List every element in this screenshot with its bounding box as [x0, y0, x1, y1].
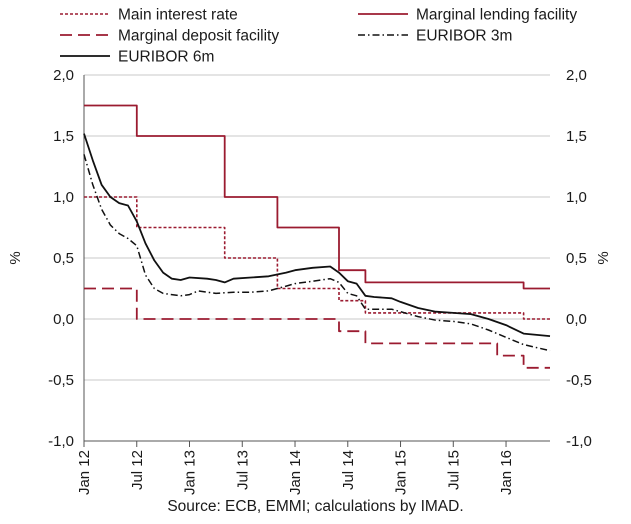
- x-axis: Jan 12 Jul 12 Jan 13 Jul 13 Jan 14 Jul 14 Jan …: [76, 441, 515, 495]
- y-tick-label-right: 2,0: [566, 67, 587, 84]
- legend-label: EURIBOR 6m: [118, 49, 214, 66]
- y-tick-label-right: 1,0: [566, 189, 587, 206]
- y-tick-label-right: -1,0: [566, 433, 592, 450]
- y-tick-label-right: 0,5: [566, 250, 587, 267]
- legend-label: EURIBOR 3m: [416, 28, 512, 45]
- x-tick-label: Jan 16: [498, 450, 515, 495]
- y-axis-label-left: %: [7, 251, 24, 264]
- series-line-marginal-deposit-facility: [84, 287, 550, 369]
- y-tick-label-right: -0,5: [566, 372, 592, 389]
- series-line-euribor-3m: [83, 154, 551, 352]
- interest-rates-chart: 2,0 1,5 1,0 0,5 0,0 -0,5 -1,0 2,0 1,5 1,0 0,5 0,0 -…: [7, 7, 612, 496]
- series-line-main-interest-rate: [84, 196, 550, 320]
- y-tick-label-left: -0,5: [48, 372, 74, 389]
- legend-label: Marginal lending facility: [416, 7, 577, 24]
- y-tick-label-left: 2,0: [53, 67, 74, 84]
- y-axis-label-right: %: [595, 251, 612, 264]
- x-tick-label: Jul 12: [129, 450, 146, 490]
- series-lines: [83, 104, 551, 369]
- legend: Main interest rate Marginal lending facil…: [60, 7, 577, 66]
- y-tick-label-left: 1,5: [53, 128, 74, 145]
- y-tick-label-left: 0,5: [53, 250, 74, 267]
- x-tick-label: Jul 15: [445, 450, 462, 490]
- x-tick-label: Jan 13: [182, 450, 199, 495]
- series-line-marginal-lending-facility: [84, 104, 550, 290]
- y-tick-label-left: 0,0: [53, 311, 74, 328]
- series-line-euribor-6m: [83, 133, 551, 337]
- y-tick-label-left: 1,0: [53, 189, 74, 206]
- x-tick-label: Jul 14: [340, 450, 357, 490]
- y-tick-label-right: 0,0: [566, 311, 587, 328]
- y-tick-label-left: -1,0: [48, 433, 74, 450]
- x-tick-label: Jan 12: [76, 450, 93, 495]
- x-tick-label: Jul 13: [234, 450, 251, 490]
- y-axis-left: 2,0 1,5 1,0 0,5 0,0 -0,5 -1,0: [48, 67, 74, 450]
- source-note: Source: ECB, EMMI; calculations by IMAD.: [167, 498, 464, 515]
- legend-label: Main interest rate: [118, 7, 238, 24]
- x-tick-label: Jan 15: [393, 450, 410, 495]
- legend-label: Marginal deposit facility: [118, 28, 279, 45]
- x-tick-label: Jan 14: [287, 450, 304, 495]
- y-tick-label-right: 1,5: [566, 128, 587, 145]
- y-axis-right: 2,0 1,5 1,0 0,5 0,0 -0,5 -1,0: [566, 67, 592, 450]
